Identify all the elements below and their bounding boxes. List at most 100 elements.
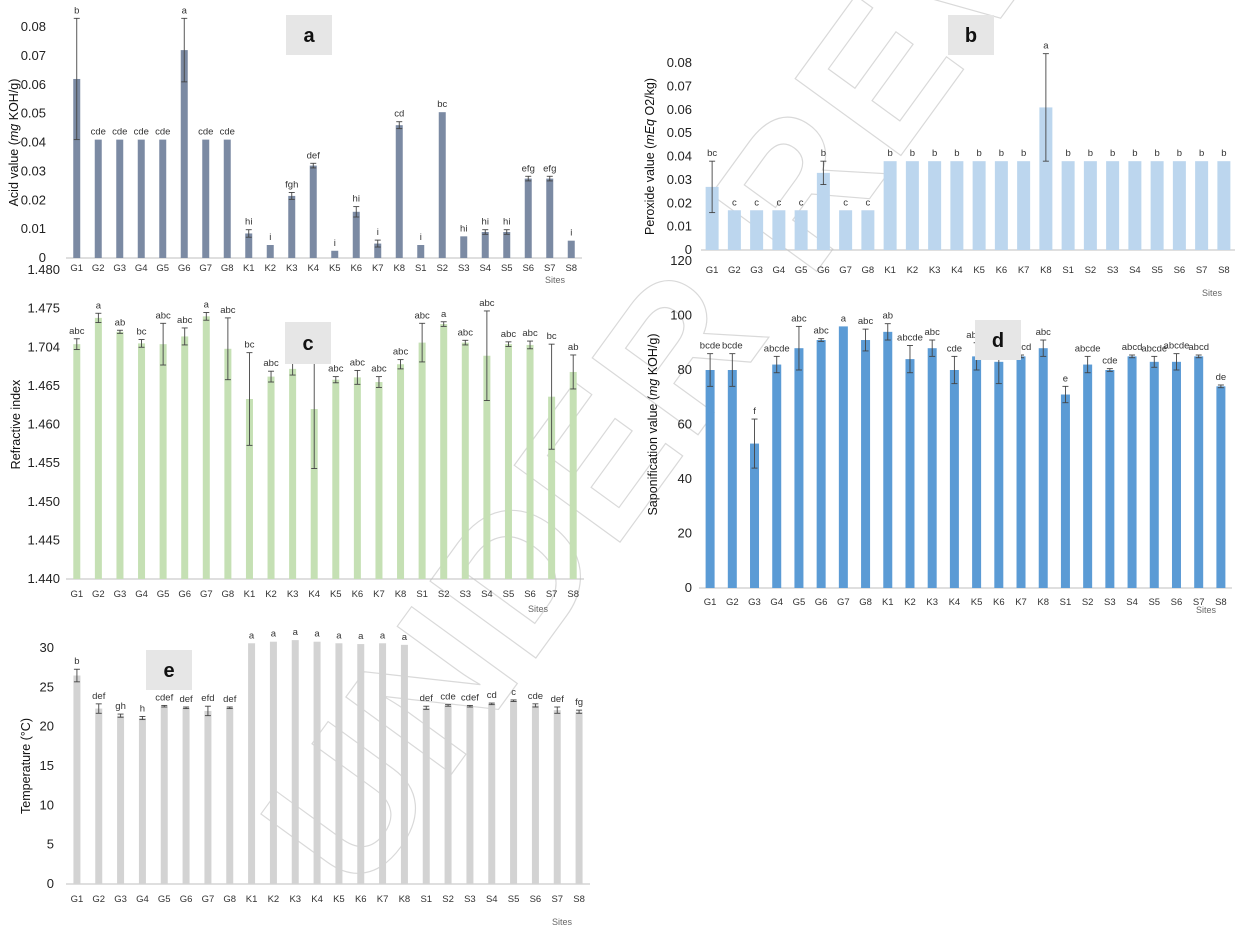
significance-letter: abcd: [1188, 342, 1209, 353]
x-tick-label: S3: [1104, 597, 1116, 608]
bar-G6: [816, 340, 826, 588]
significance-letter: hi: [245, 217, 252, 228]
bar-K1: [883, 331, 893, 588]
bar-G1: [705, 370, 715, 588]
panel-label-box: [948, 15, 994, 55]
x-tick-label: K4: [951, 265, 963, 276]
bar-G6: [180, 50, 188, 258]
x-tick-label: S2: [436, 263, 448, 274]
x-tick-label: G3: [748, 597, 761, 608]
significance-letter: ab: [568, 342, 579, 353]
bar-G2: [94, 139, 102, 258]
significance-letter: abc: [479, 298, 495, 309]
significance-letter: i: [377, 227, 379, 238]
x-tick-label: S1: [415, 263, 427, 274]
significance-letter: hi: [353, 194, 360, 205]
bar-G8: [223, 139, 231, 258]
bar-S7: [546, 178, 554, 258]
x-tick-label: S3: [458, 263, 470, 274]
significance-letter: a: [1043, 41, 1049, 52]
chart-panel-d: 020406080100120bcdeG1bcdeG2fG3abcdeG4abc…: [646, 253, 1232, 615]
significance-letter: abc: [925, 327, 941, 338]
bar-S2: [438, 112, 446, 259]
y-tick-label: 60: [678, 417, 692, 432]
x-axis-title: Sites: [1196, 605, 1217, 615]
x-tick-label: K7: [372, 263, 384, 274]
significance-letter: abcde: [1164, 341, 1190, 352]
bar-G8: [226, 707, 234, 884]
y-tick-label: 15: [40, 758, 54, 773]
bar-K2: [905, 359, 915, 588]
x-tick-label: G5: [156, 263, 169, 274]
x-tick-label: S1: [420, 894, 432, 905]
x-tick-label: S7: [551, 894, 563, 905]
x-tick-label: S2: [442, 894, 454, 905]
significance-letter: cde: [440, 692, 455, 703]
bar-K8: [1038, 348, 1048, 588]
x-tick-label: G1: [71, 894, 84, 905]
bar-K7: [379, 643, 387, 884]
x-tick-label: K4: [308, 589, 320, 600]
y-tick-label: 0.08: [21, 19, 46, 34]
x-axis-title: Sites: [1202, 288, 1223, 298]
panel-label: d: [992, 330, 1004, 352]
bar-S4: [488, 703, 496, 884]
significance-letter: bc: [547, 331, 557, 342]
significance-letter: cde: [91, 127, 106, 138]
x-tick-label: S7: [1193, 597, 1205, 608]
significance-letter: efd: [201, 693, 214, 704]
significance-letter: abc: [328, 364, 344, 375]
significance-letter: cde: [198, 127, 213, 138]
y-tick-label: 25: [40, 679, 54, 694]
x-tick-label: G6: [817, 265, 830, 276]
bar-G1: [73, 78, 81, 258]
significance-letter: def: [92, 691, 106, 702]
bar-K3: [288, 195, 296, 258]
significance-letter: c: [843, 197, 848, 208]
bar-S3: [1105, 370, 1115, 588]
x-tick-label: G3: [750, 265, 763, 276]
x-tick-label: G3: [113, 263, 126, 274]
x-tick-label: G8: [221, 263, 234, 274]
y-tick-label: 80: [678, 362, 692, 377]
bar-S8: [1217, 161, 1231, 250]
bar-G7: [204, 710, 212, 884]
y-tick-label: 120: [670, 253, 692, 268]
y-axis-title-part: KOH/g): [646, 333, 660, 378]
bar-G6: [182, 707, 190, 884]
significance-letter: a: [293, 627, 299, 638]
y-axis-title-part: mg: [646, 379, 660, 396]
panels: 00.010.020.030.040.050.060.070.08bG1cdeG…: [7, 5, 1235, 927]
y-tick-label: 0.01: [667, 219, 692, 234]
significance-letter: def: [179, 694, 193, 705]
y-axis-title-part: Acid value (: [7, 140, 21, 206]
bar-S3: [1106, 161, 1120, 250]
x-tick-label: S2: [438, 589, 450, 600]
significance-letter: e: [1063, 373, 1068, 384]
bar-S3: [466, 706, 474, 884]
bar-K6: [994, 361, 1004, 588]
significance-letter: cdef: [461, 692, 479, 703]
bar-K1: [245, 233, 253, 258]
x-tick-label: S6: [1171, 597, 1183, 608]
panel-label-box: [285, 322, 331, 364]
significance-letter: hi: [482, 217, 489, 228]
significance-letter: bc: [707, 148, 717, 159]
y-tick-label: 30: [40, 640, 54, 655]
significance-letter: c: [866, 197, 871, 208]
x-tick-label: S2: [1085, 265, 1097, 276]
bar-K1: [245, 399, 253, 579]
bar-K7: [375, 382, 383, 579]
x-tick-label: G8: [862, 265, 875, 276]
x-tick-label: K2: [265, 589, 277, 600]
y-tick-label: 1.455: [27, 455, 60, 470]
y-tick-label: 0.06: [21, 77, 46, 92]
bar-S4: [481, 232, 489, 258]
x-tick-label: S3: [1107, 265, 1119, 276]
x-tick-label: K2: [264, 263, 276, 274]
significance-letter: abc: [1036, 327, 1052, 338]
bar-S2: [444, 705, 452, 884]
significance-letter: cde: [220, 127, 235, 138]
chart-panel-b: 00.010.020.030.040.050.060.070.08bcG1cG2…: [643, 15, 1235, 298]
bar-G5: [794, 210, 808, 250]
